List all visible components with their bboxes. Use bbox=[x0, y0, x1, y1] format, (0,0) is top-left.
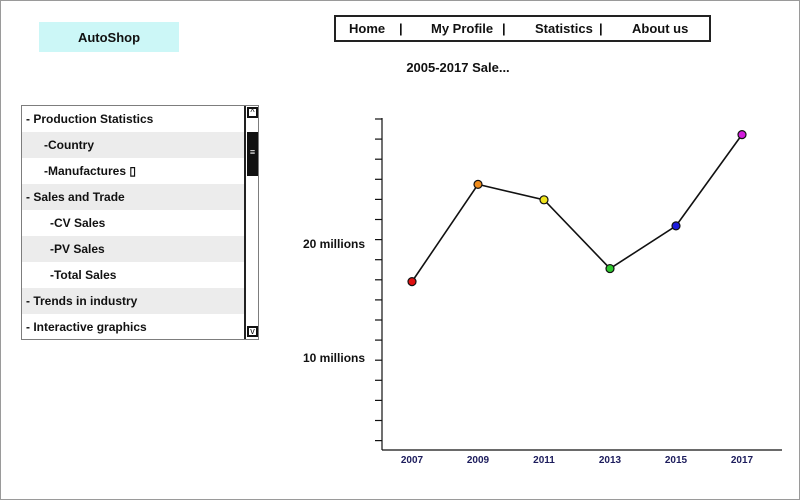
sidebar-item-country[interactable]: -Country bbox=[22, 132, 244, 158]
sidebar-item-total-sales[interactable]: -Total Sales bbox=[50, 268, 117, 282]
sidebar-item-pv-sales[interactable]: -PV Sales bbox=[22, 236, 244, 262]
data-point-2011 bbox=[539, 195, 549, 205]
sidebar-list: - Production Statistics -Country -Manufa… bbox=[22, 106, 244, 339]
data-point-2007 bbox=[407, 277, 417, 287]
x-tick-label-2007: 2007 bbox=[401, 455, 424, 466]
nav-about-us[interactable]: About us bbox=[632, 21, 689, 36]
sidebar-item-production-statistics[interactable]: - Production Statistics bbox=[26, 112, 154, 126]
data-point-2017 bbox=[737, 130, 747, 140]
sidebar-item-trends-in-industry[interactable]: - Trends in industry bbox=[22, 288, 244, 314]
top-nav: Home | My Profile | Statistics | About u… bbox=[334, 15, 711, 42]
chart-title: 2005-2017 Sale... bbox=[406, 60, 510, 75]
sidebar-item-manufactures[interactable]: -Manufactures ▯ bbox=[44, 164, 136, 178]
nav-home[interactable]: Home bbox=[349, 21, 386, 36]
app-logo[interactable]: AutoShop bbox=[39, 22, 179, 52]
data-point-2009 bbox=[473, 179, 483, 189]
series-line bbox=[411, 134, 743, 283]
sidebar-item-sales-and-trade[interactable]: - Sales and Trade bbox=[22, 184, 244, 210]
sidebar-item-interactive-graphics[interactable]: - Interactive graphics bbox=[26, 320, 147, 334]
nav-separator: | bbox=[399, 21, 403, 36]
x-tick-label-2013: 2013 bbox=[599, 455, 622, 466]
y-tick-label-10-millions: 10 millions bbox=[303, 351, 366, 365]
x-tick-label-2017: 2017 bbox=[731, 455, 754, 466]
data-point-2013 bbox=[605, 263, 615, 274]
nav-separator: | bbox=[502, 21, 506, 36]
data-point-2015 bbox=[671, 221, 681, 231]
x-tick-label-2009: 2009 bbox=[467, 455, 490, 466]
nav-separator: | bbox=[599, 21, 603, 36]
chevron-down-icon[interactable]: v bbox=[247, 326, 258, 337]
sidebar-item-cv-sales[interactable]: -CV Sales bbox=[50, 216, 106, 230]
scrollbar-thumb[interactable]: ≡ bbox=[247, 132, 258, 176]
sidebar-menu: - Production Statistics -Country -Manufa… bbox=[21, 105, 259, 340]
x-tick-label-2011: 2011 bbox=[533, 455, 555, 466]
sidebar-scrollbar[interactable]: ^ ≡ v bbox=[244, 106, 258, 339]
chevron-up-icon[interactable]: ^ bbox=[247, 107, 258, 118]
y-tick-label-20-millions: 20 millions bbox=[303, 237, 366, 251]
nav-my-profile[interactable]: My Profile bbox=[431, 21, 494, 36]
nav-statistics[interactable]: Statistics bbox=[535, 21, 593, 36]
x-tick-label-2015: 2015 bbox=[665, 455, 688, 466]
